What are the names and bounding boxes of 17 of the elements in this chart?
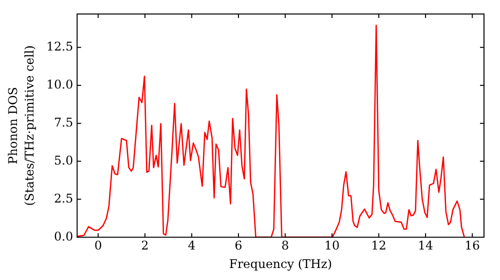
y-tick-label: 12.5 [46,40,74,54]
x-tick-label: 16 [464,238,480,253]
y-tick-label: 7.5 [54,115,74,130]
x-tick-label: 4 [188,238,196,253]
y-tick-label: 2.5 [54,191,74,206]
x-tick-label: 2 [141,238,149,253]
y-tick-label: 0.0 [54,229,74,244]
x-tick-label: 8 [281,238,290,253]
x-tick-label: 12 [371,238,386,253]
x-tick-label: 10 [324,238,340,253]
y-tick-label: 10.0 [46,77,74,92]
x-tick-label: 0 [94,238,102,253]
x-tick-label: 6 [234,238,242,253]
x-axis-title: Frequency (THz) [229,256,332,271]
x-tick-label: 14 [418,238,434,253]
y-axis-title: Phonon DOS (States/THz·primitive cell) [6,45,36,206]
y-tick-label: 5.0 [54,153,74,168]
